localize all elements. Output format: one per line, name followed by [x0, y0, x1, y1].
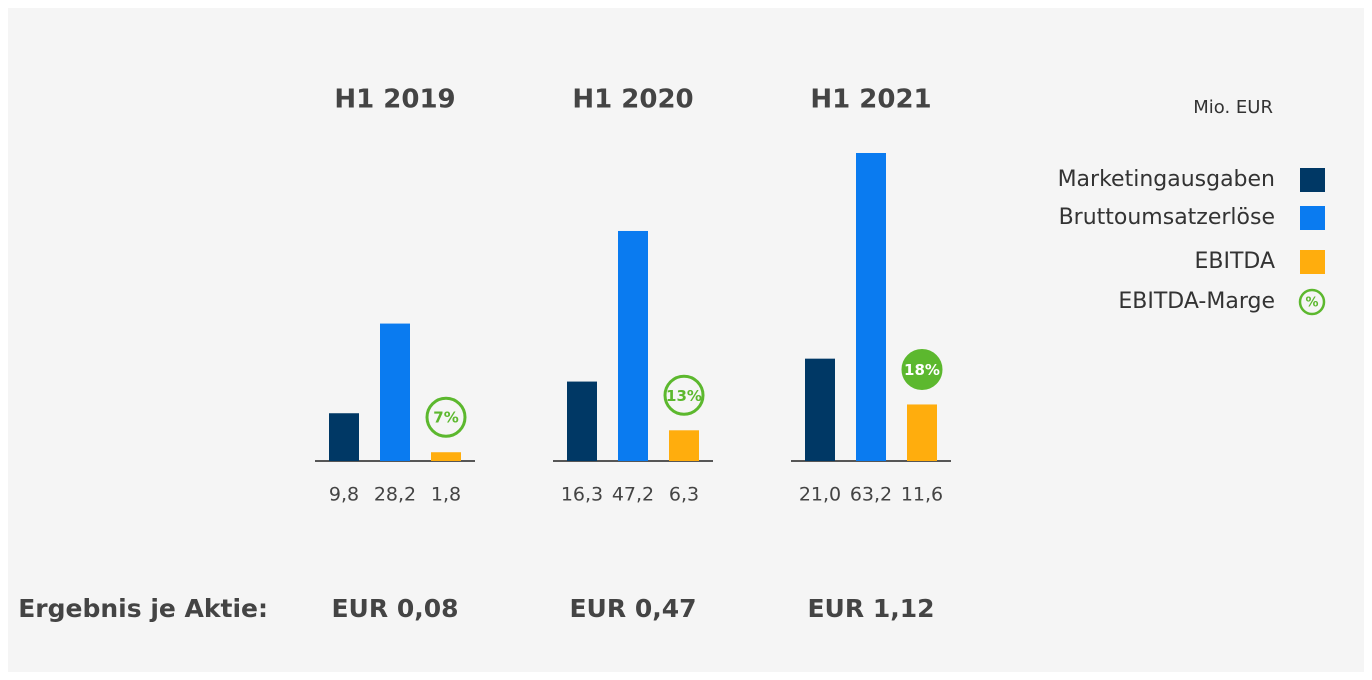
- legend-swatch: [1300, 250, 1325, 274]
- legend-swatch: [1300, 168, 1325, 192]
- legend-label: EBITDA: [1194, 249, 1275, 274]
- value-label: 28,2: [374, 484, 416, 506]
- legend-swatch: [1300, 206, 1325, 230]
- legend-swatch: [1298, 288, 1326, 316]
- eps-value: EUR 0,08: [331, 594, 458, 623]
- group-title: H1 2019: [334, 85, 455, 115]
- value-label: 9,8: [329, 484, 359, 506]
- value-label: 6,3: [669, 484, 699, 506]
- margin-badge: [663, 374, 705, 416]
- legend-label: Bruttoumsatzerlöse: [1059, 205, 1275, 230]
- bar: [856, 153, 886, 461]
- bar: [669, 430, 699, 461]
- eps-value: EUR 0,47: [569, 594, 696, 623]
- bar: [329, 413, 359, 461]
- margin-label: 7%: [433, 409, 458, 427]
- margin-label: 13%: [666, 387, 702, 405]
- bar: [380, 323, 410, 461]
- value-label: 21,0: [799, 484, 841, 506]
- eps-value: EUR 1,12: [807, 594, 934, 623]
- bar: [567, 381, 597, 461]
- margin-label: 18%: [904, 361, 940, 379]
- value-label: 47,2: [612, 484, 654, 506]
- unit-label: Mio. EUR: [1193, 97, 1273, 118]
- value-label: 11,6: [901, 484, 943, 506]
- legend-label: EBITDA-Marge: [1118, 289, 1275, 314]
- bar: [431, 452, 461, 461]
- legend-label: Marketingausgaben: [1058, 167, 1275, 192]
- value-label: 1,8: [431, 484, 461, 506]
- bar: [618, 230, 648, 461]
- group-title: H1 2021: [810, 85, 931, 115]
- margin-badge: [425, 396, 467, 438]
- value-label: 16,3: [561, 484, 603, 506]
- value-label: 63,2: [850, 484, 892, 506]
- margin-badge: [901, 348, 943, 390]
- legend-symbol: %: [1305, 296, 1318, 311]
- eps-label: Ergebnis je Aktie:: [18, 594, 268, 623]
- bar: [907, 404, 937, 461]
- bar: [805, 358, 835, 461]
- panel: [8, 8, 1364, 672]
- group-title: H1 2020: [572, 85, 693, 115]
